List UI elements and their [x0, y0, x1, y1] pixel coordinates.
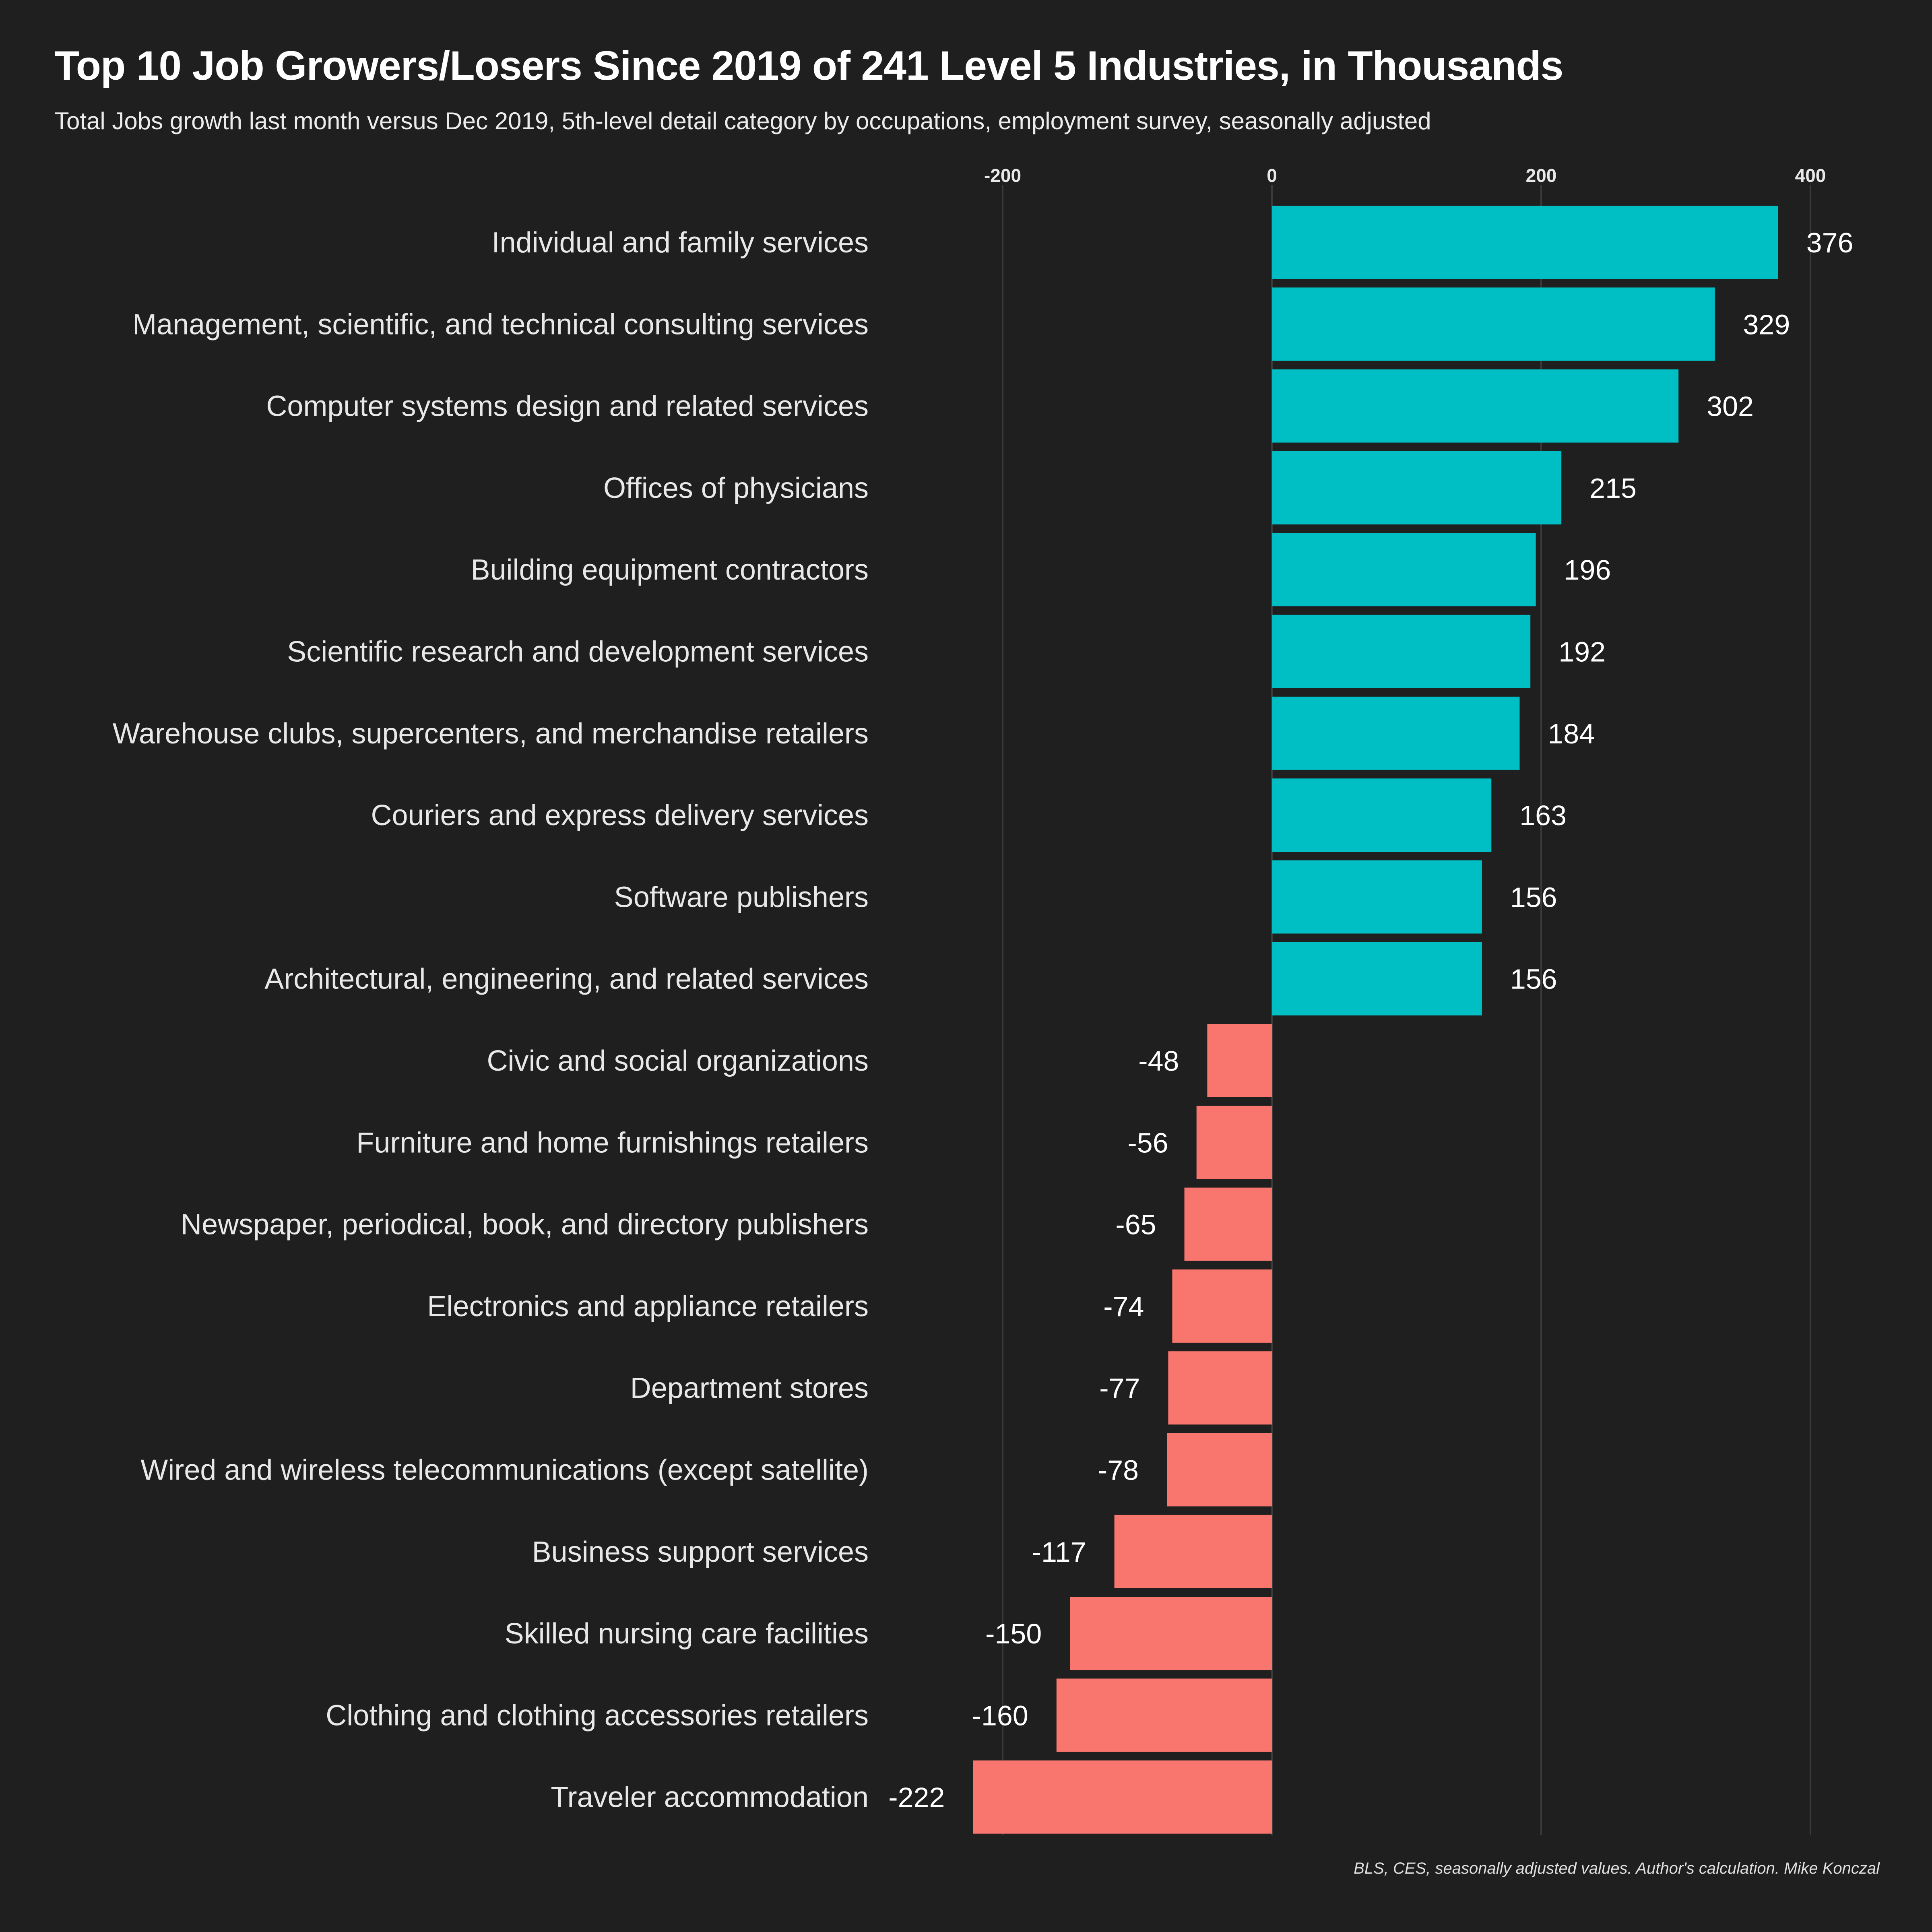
bar-negative: [1114, 1515, 1272, 1588]
category-label: Business support services: [532, 1536, 869, 1568]
category-label: Skilled nursing care facilities: [505, 1618, 869, 1650]
value-label: -74: [1103, 1291, 1144, 1322]
value-label: 196: [1564, 554, 1611, 586]
value-label: -65: [1115, 1209, 1156, 1241]
value-label: 376: [1806, 227, 1854, 258]
bar-negative: [1184, 1187, 1272, 1261]
bar-positive: [1272, 533, 1536, 607]
value-label: 329: [1743, 309, 1790, 340]
bar-negative: [973, 1760, 1272, 1834]
category-label: Management, scientific, and technical co…: [132, 308, 869, 341]
value-label: 192: [1558, 636, 1606, 668]
bar-positive: [1272, 860, 1482, 934]
bar-negative: [1167, 1433, 1272, 1507]
source-note: BLS, CES, seasonally adjusted values. Au…: [1354, 1860, 1880, 1877]
value-label: 163: [1519, 800, 1567, 831]
category-label: Software publishers: [614, 881, 869, 913]
bars: [973, 206, 1778, 1834]
x-tick-label: 400: [1795, 165, 1826, 186]
category-label: Civic and social organizations: [487, 1045, 869, 1077]
value-label: 184: [1548, 718, 1595, 749]
category-label: Department stores: [630, 1372, 869, 1404]
category-label: Warehouse clubs, supercenters, and merch…: [113, 718, 869, 750]
bar-positive: [1272, 942, 1482, 1016]
chart-title: Top 10 Job Growers/Losers Since 2019 of …: [54, 43, 1563, 89]
category-label: Couriers and express delivery services: [371, 799, 869, 832]
category-label: Electronics and appliance retailers: [427, 1290, 869, 1323]
value-label: -150: [985, 1618, 1042, 1649]
value-label: -78: [1098, 1455, 1139, 1486]
category-label: Clothing and clothing accessories retail…: [326, 1699, 869, 1732]
value-label: -77: [1099, 1373, 1140, 1404]
bar-positive: [1272, 778, 1492, 852]
bar-negative: [1168, 1351, 1272, 1425]
bar-negative: [1056, 1678, 1272, 1752]
category-label: Traveler accommodation: [551, 1781, 869, 1814]
value-label: -48: [1138, 1045, 1179, 1077]
value-label: -117: [1032, 1536, 1086, 1568]
category-label: Newspaper, periodical, book, and directo…: [181, 1209, 869, 1241]
bar-positive: [1272, 451, 1562, 524]
category-labels: Individual and family services Management…: [113, 227, 869, 1814]
bar-positive: [1272, 287, 1715, 361]
value-label: 215: [1589, 473, 1637, 504]
category-label: Scientific research and development serv…: [287, 636, 869, 668]
category-label: Furniture and home furnishings retailers: [356, 1127, 869, 1159]
category-label: Computer systems design and related serv…: [266, 390, 869, 423]
value-label: 156: [1510, 964, 1557, 995]
category-label: Architectural, engineering, and related …: [264, 963, 869, 995]
bar-positive: [1272, 615, 1531, 688]
x-tick-label: 0: [1267, 165, 1277, 186]
x-tick-label: -200: [984, 165, 1021, 186]
value-label: -160: [972, 1700, 1028, 1731]
x-axis-ticks: -200 0 200 400: [984, 165, 1826, 186]
category-label: Building equipment contractors: [471, 554, 869, 586]
bar-positive: [1272, 696, 1520, 770]
x-tick-label: 200: [1526, 165, 1557, 186]
bar-positive: [1272, 369, 1679, 443]
value-label: 156: [1510, 881, 1557, 913]
chart-subtitle: Total Jobs growth last month versus Dec …: [54, 107, 1431, 134]
bar-negative: [1207, 1024, 1272, 1097]
value-label: 302: [1707, 391, 1754, 422]
value-label: -56: [1128, 1127, 1168, 1158]
bar-negative: [1172, 1269, 1272, 1343]
bar-positive: [1272, 206, 1778, 279]
category-label: Individual and family services: [492, 227, 869, 259]
value-labels: 376 329 302 215 196 192 184 163 156 156 -48 -56 -65 -…: [888, 227, 1853, 1813]
category-label: Wired and wireless telecommunications (e…: [140, 1454, 869, 1486]
bar-negative: [1070, 1597, 1272, 1670]
category-label: Offices of physicians: [603, 472, 869, 504]
bar-negative: [1196, 1106, 1272, 1179]
value-label: -222: [888, 1782, 945, 1813]
